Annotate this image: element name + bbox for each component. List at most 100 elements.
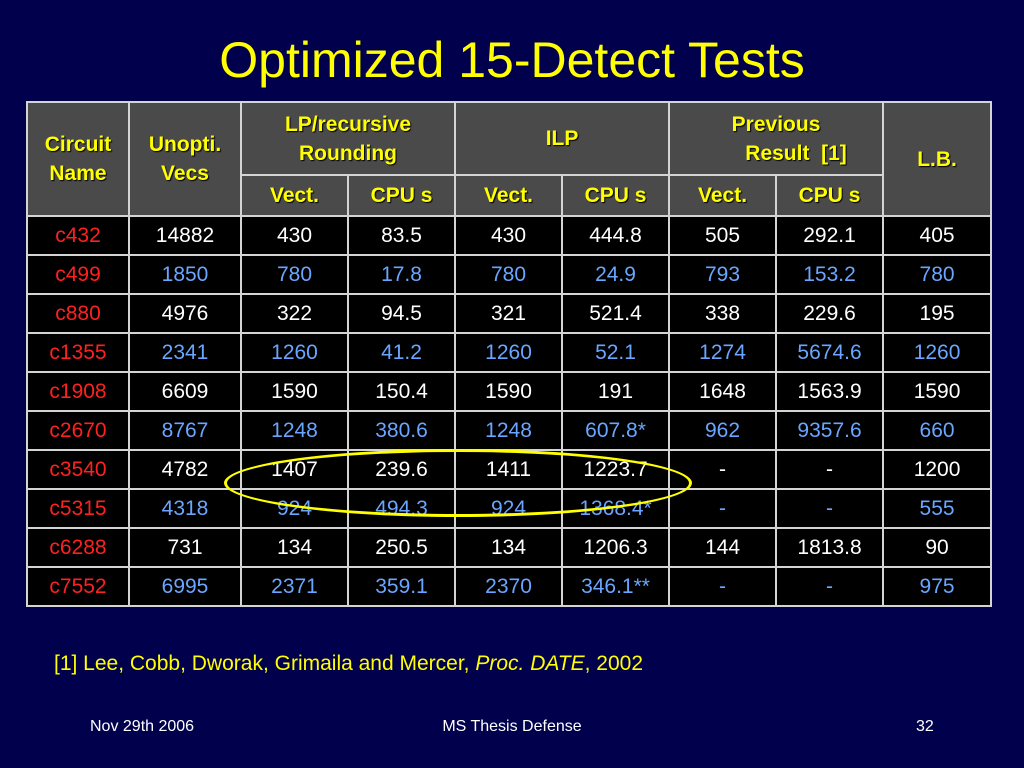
lb-cell: 195 — [882, 293, 993, 334]
lb-cell: 780 — [882, 254, 993, 295]
lp-cpu-cell: 83.5 — [346, 215, 457, 256]
ilp-cpu-cell: 607.8* — [561, 410, 671, 451]
prev-cpu-cell: 5674.6 — [775, 332, 885, 373]
prev-vect-cell: 1274 — [668, 332, 778, 373]
header-lp-cpu: CPU s — [346, 174, 457, 217]
unopt-cell: 8767 — [128, 410, 242, 451]
ilp-vect-cell: 1590 — [454, 371, 564, 412]
prev-vect-cell: 962 — [668, 410, 778, 451]
lb-cell: 975 — [882, 566, 993, 607]
footnote-authors: [1] Lee, Cobb, Dworak, Grimaila and Merc… — [54, 652, 476, 675]
ilp-vect-cell: 1411 — [454, 449, 564, 490]
slide-number: 32 — [916, 718, 934, 735]
lp-vect-cell: 1590 — [240, 371, 349, 412]
ilp-vect-cell: 2370 — [454, 566, 564, 607]
header-prev-vect: Vect. — [668, 174, 778, 217]
ilp-cpu-cell: 444.8 — [561, 215, 671, 256]
lb-cell: 660 — [882, 410, 993, 451]
ilp-vect-cell: 1248 — [454, 410, 564, 451]
table-row: c5315 4318 924 494.3 924 1368.4* - - 555 — [26, 488, 993, 529]
header-unopti-vecs: Unopti. Vecs — [128, 101, 242, 217]
ilp-vect-cell: 430 — [454, 215, 564, 256]
prev-cpu-cell: 1813.8 — [775, 527, 885, 568]
prev-cpu-cell: 1563.9 — [775, 371, 885, 412]
ilp-cpu-cell: 1206.3 — [561, 527, 671, 568]
lp-cpu-cell: 380.6 — [346, 410, 457, 451]
footer-date: Nov 29th 2006 — [90, 718, 195, 735]
circuit-name-cell: c1355 — [26, 332, 130, 373]
circuit-name-cell: c432 — [26, 215, 130, 256]
header-lp-vect: Vect. — [240, 174, 349, 217]
lp-cpu-cell: 94.5 — [346, 293, 457, 334]
footer-presentation-title: MS Thesis Defense — [442, 718, 582, 735]
lp-cpu-cell: 17.8 — [346, 254, 457, 295]
ilp-vect-cell: 780 — [454, 254, 564, 295]
prev-cpu-cell: 9357.6 — [775, 410, 885, 451]
unopt-cell: 1850 — [128, 254, 242, 295]
unopt-cell: 4782 — [128, 449, 242, 490]
prev-vect-cell: 144 — [668, 527, 778, 568]
prev-vect-cell: - — [668, 488, 778, 529]
lp-cpu-cell: 494.3 — [346, 488, 457, 529]
ilp-vect-cell: 924 — [454, 488, 564, 529]
unopt-cell: 6995 — [128, 566, 242, 607]
unopt-cell: 4318 — [128, 488, 242, 529]
ilp-cpu-cell: 521.4 — [561, 293, 671, 334]
header-prev-cpu: CPU s — [775, 174, 885, 217]
prev-vect-cell: 338 — [668, 293, 778, 334]
footnote-venue: Proc. DATE — [475, 652, 585, 675]
lp-vect-cell: 2371 — [240, 566, 349, 607]
lb-cell: 555 — [882, 488, 993, 529]
table-row: c2670 8767 1248 380.6 1248 607.8* 962 93… — [26, 410, 993, 451]
citation-footnote: [1] Lee, Cobb, Dworak, Grimaila and Merc… — [54, 651, 643, 677]
lp-cpu-cell: 150.4 — [346, 371, 457, 412]
table-row: c3540 4782 1407 239.6 1411 1223.7 - - 12… — [26, 449, 993, 490]
circuit-name-cell: c3540 — [26, 449, 130, 490]
prev-cpu-cell: - — [775, 449, 885, 490]
table-row: c880 4976 322 94.5 321 521.4 338 229.6 1… — [26, 293, 993, 334]
lp-vect-cell: 1407 — [240, 449, 349, 490]
header-ilp-group: ILP — [454, 100, 671, 177]
lp-cpu-cell: 239.6 — [346, 449, 457, 490]
header-lp-group: LP/recursive Rounding — [239, 100, 457, 177]
prev-cpu-cell: 229.6 — [775, 293, 885, 334]
lb-cell: 1260 — [882, 332, 993, 373]
prev-vect-cell: 1648 — [668, 371, 778, 412]
slide-title: Optimized 15-Detect Tests — [219, 32, 805, 88]
ilp-cpu-cell: 1368.4* — [561, 488, 671, 529]
lp-cpu-cell: 359.1 — [346, 566, 457, 607]
prev-vect-cell: - — [668, 449, 778, 490]
lp-vect-cell: 134 — [240, 527, 349, 568]
circuit-name-cell: c880 — [26, 293, 130, 334]
unopt-cell: 4976 — [128, 293, 242, 334]
prev-vect-cell: - — [668, 566, 778, 607]
lp-cpu-cell: 41.2 — [346, 332, 457, 373]
lp-vect-cell: 1260 — [240, 332, 349, 373]
lp-vect-cell: 430 — [240, 215, 349, 256]
prev-cpu-cell: 153.2 — [775, 254, 885, 295]
lp-cpu-cell: 250.5 — [346, 527, 457, 568]
lb-cell: 90 — [882, 527, 993, 568]
ilp-cpu-cell: 52.1 — [561, 332, 671, 373]
header-lower-bound: L.B. — [882, 101, 993, 217]
circuit-name-cell: c2670 — [26, 410, 130, 451]
table-row: c1355 2341 1260 41.2 1260 52.1 1274 5674… — [26, 332, 993, 373]
unopt-cell: 731 — [128, 527, 242, 568]
prev-cpu-cell: 292.1 — [775, 215, 885, 256]
ilp-vect-cell: 321 — [454, 293, 564, 334]
prev-vect-cell: 793 — [668, 254, 778, 295]
circuit-name-cell: c5315 — [26, 488, 130, 529]
header-ilp-vect: Vect. — [454, 174, 564, 217]
circuit-name-cell: c499 — [26, 254, 130, 295]
table-row: c6288 731 134 250.5 134 1206.3 144 1813.… — [26, 527, 993, 568]
table-row: c432 14882 430 83.5 430 444.8 505 292.1 … — [26, 215, 993, 256]
lp-vect-cell: 780 — [240, 254, 349, 295]
ilp-cpu-cell: 24.9 — [561, 254, 671, 295]
unopt-cell: 14882 — [128, 215, 242, 256]
prev-cpu-cell: - — [775, 566, 885, 607]
ilp-cpu-cell: 191 — [561, 371, 671, 412]
circuit-name-cell: c7552 — [26, 566, 130, 607]
prev-cpu-cell: - — [775, 488, 885, 529]
ilp-cpu-cell: 346.1** — [561, 566, 671, 607]
table-row: c7552 6995 2371 359.1 2370 346.1** - - 9… — [26, 566, 993, 607]
